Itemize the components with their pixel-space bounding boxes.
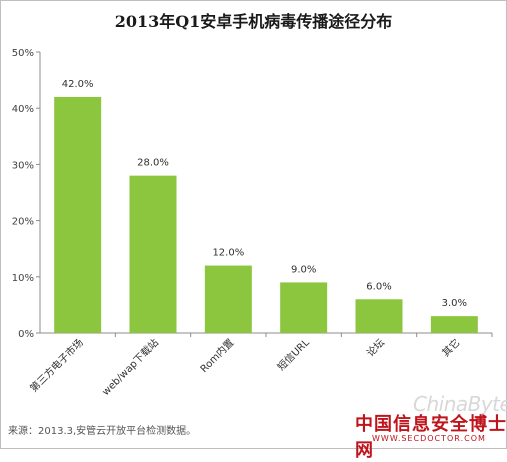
x-category-label: 第三方电子市场 [27, 336, 86, 395]
source-note: 来源：2013.3,安管云开放平台检测数据。 [8, 426, 197, 437]
watermark-url: WWW.SECDOCTOR.COM [372, 434, 486, 443]
bar [280, 282, 328, 333]
bar [355, 299, 403, 333]
bar-value-label: 6.0% [366, 281, 391, 292]
bar [54, 96, 102, 334]
y-tick-label: 50% [12, 48, 34, 59]
bar-chart: 0% 10% 20% 30% 40% 50% 42.0% 第三方电子市场 28.0% web/wa… [12, 48, 493, 398]
chart-title: 2013年Q1安卓手机病毒传播途径分布 [114, 12, 393, 31]
x-category-label: 论坛 [364, 336, 387, 359]
x-category-label: 短信URL [274, 336, 312, 374]
y-tick-label: 40% [12, 104, 34, 115]
bar [204, 265, 252, 333]
y-tick-label: 0% [18, 329, 34, 340]
bar [129, 175, 177, 333]
y-tick-label: 30% [12, 160, 34, 171]
x-category-label: 其它 [439, 336, 462, 359]
bar-value-label: 42.0% [62, 79, 94, 90]
bar-value-label: 12.0% [212, 248, 244, 259]
bar-value-label: 3.0% [442, 298, 467, 309]
bar [430, 316, 478, 333]
y-tick-label: 10% [12, 273, 34, 284]
bar-value-label: 9.0% [291, 264, 316, 275]
y-tick-label: 20% [12, 217, 34, 228]
bar-value-label: 28.0% [137, 158, 169, 169]
x-category-label: web/wap下载站 [99, 336, 161, 398]
x-category-label: Rom内置 [197, 336, 236, 375]
watermark-chinabyte: ChinaByte [413, 392, 507, 416]
